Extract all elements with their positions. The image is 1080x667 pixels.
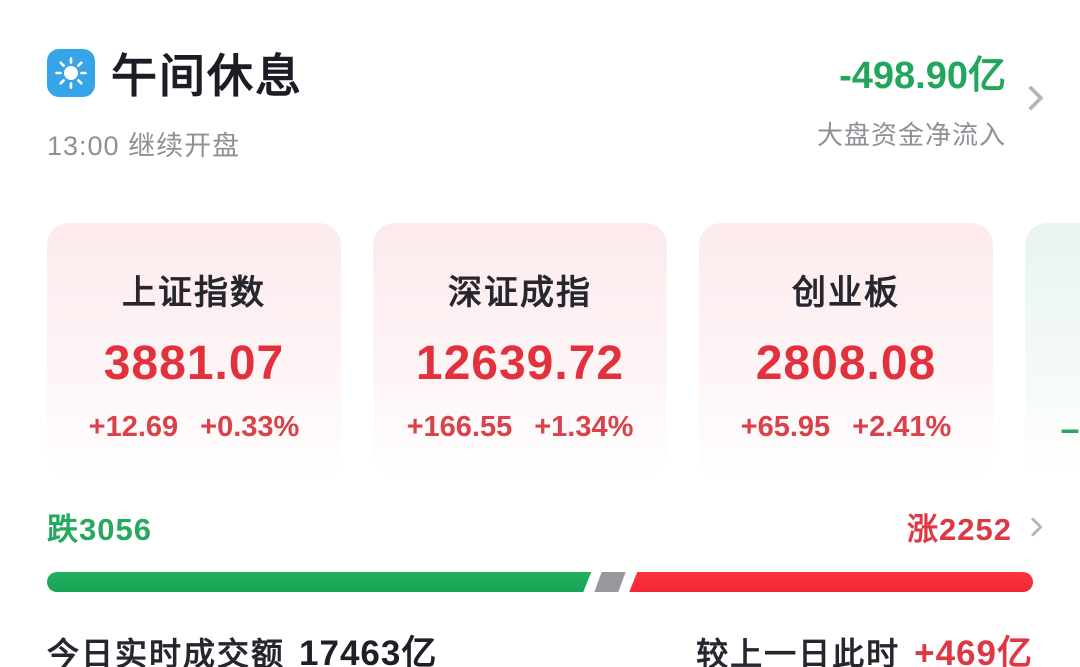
- index-card-partial[interactable]: -: [1025, 223, 1080, 478]
- turnover-label: 今日实时成交额: [47, 636, 286, 667]
- index-change-row: +65.95 +2.41%: [741, 411, 952, 444]
- turnover-row: 今日实时成交额 17463亿 较上一日此时 +469亿: [47, 625, 1080, 667]
- breadth-bar-advancers: [629, 572, 1033, 592]
- header: 午间休息 13:00 继续开盘 -498.90亿 大盘资金净流入: [47, 0, 1080, 163]
- index-value: 3881.07: [103, 337, 285, 390]
- index-change-pct: +1.34%: [534, 411, 634, 443]
- index-name: 深证成指: [448, 274, 592, 312]
- index-value: 2808.08: [755, 337, 937, 390]
- page-title: 午间休息: [111, 50, 303, 102]
- partial-change-fragment: -: [1059, 413, 1080, 446]
- session-subtitle: 13:00 继续开盘: [47, 131, 241, 161]
- index-change-pct: +2.41%: [852, 411, 952, 443]
- turnover-compare-label: 较上一日此时: [696, 636, 901, 667]
- index-change: +65.95: [740, 411, 831, 443]
- index-name: 创业板: [792, 274, 900, 312]
- chevron-right-icon[interactable]: [1018, 85, 1044, 111]
- index-value: 12639.72: [415, 337, 625, 390]
- breadth-bar-unchanged: [594, 572, 626, 592]
- index-card-shenzhen[interactable]: 深证成指 12639.72 +166.55 +1.34%: [373, 223, 667, 478]
- breadth-bar: [47, 572, 1033, 592]
- turnover-compare: 较上一日此时 +469亿: [696, 625, 1033, 667]
- advancers-wrap: 涨2252: [907, 504, 1043, 549]
- index-change-row: +166.55 +1.34%: [407, 411, 634, 444]
- index-change: +12.69: [88, 411, 179, 443]
- chevron-right-icon[interactable]: [1023, 516, 1043, 537]
- index-card-shanghai[interactable]: 上证指数 3881.07 +12.69 +0.33%: [47, 223, 341, 478]
- breadth-bar-decliners: [47, 572, 591, 592]
- index-change-pct: +0.33%: [200, 411, 300, 443]
- index-card-chinext[interactable]: 创业板 2808.08 +65.95 +2.41%: [699, 223, 993, 478]
- index-change-row: +12.69 +0.33%: [89, 411, 300, 444]
- turnover-compare-value: +469亿: [914, 634, 1033, 667]
- net-flow-value: -498.90亿: [839, 55, 1006, 97]
- turnover-value: 17463亿: [299, 634, 438, 667]
- header-left: 午间休息 13:00 继续开盘: [47, 40, 303, 163]
- net-flow-label: 大盘资金净流入: [816, 120, 1006, 150]
- sun-icon: [47, 49, 95, 97]
- net-flow-block[interactable]: -498.90亿 大盘资金净流入: [817, 44, 1044, 152]
- index-cards: 上证指数 3881.07 +12.69 +0.33% 深证成指 12639.72…: [47, 223, 1080, 478]
- title-row: 午间休息: [47, 40, 303, 106]
- advancers-count: 涨2252: [907, 512, 1012, 547]
- index-change: +166.55: [406, 411, 513, 443]
- index-name: 上证指数: [122, 274, 266, 312]
- net-flow: -498.90亿 大盘资金净流入: [817, 44, 1006, 152]
- breadth-row[interactable]: 跌3056 涨2252: [47, 504, 1080, 549]
- decliners-count: 跌3056: [47, 512, 152, 547]
- turnover-today: 今日实时成交额 17463亿: [47, 625, 437, 667]
